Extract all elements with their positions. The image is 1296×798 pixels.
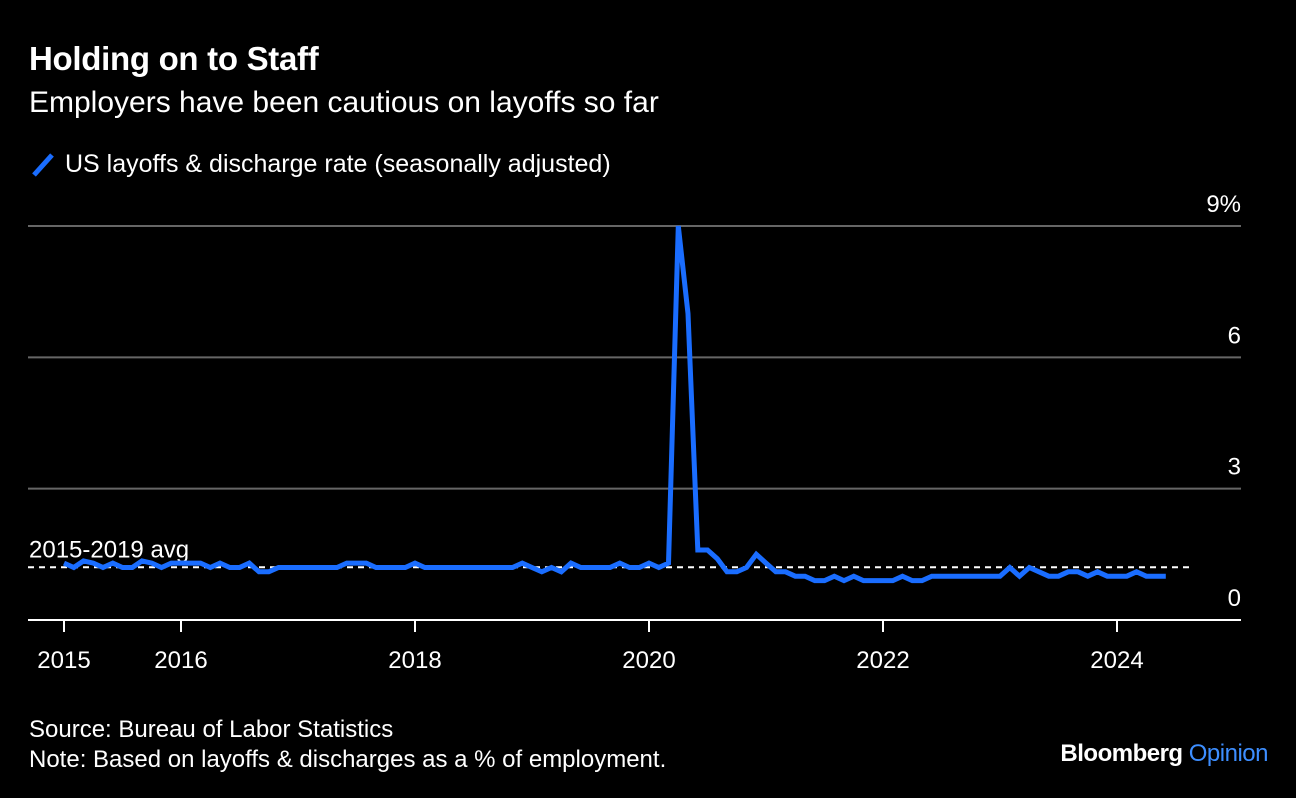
y-tick-label: 6 (1228, 322, 1241, 349)
source-note: Source: Bureau of Labor Statistics (29, 716, 394, 743)
chart-subtitle: Employers have been cautious on layoffs … (29, 86, 659, 119)
brand-logo: Bloomberg Opinion (1060, 740, 1268, 768)
brand-section: Opinion (1188, 740, 1269, 767)
legend: US layoffs & discharge rate (seasonally … (29, 147, 611, 181)
x-tick-label: 2016 (154, 647, 207, 674)
x-tick-label: 2022 (856, 647, 909, 674)
series-line (62, 225, 1166, 584)
y-tick-label: 9% (1206, 191, 1241, 218)
brand-name: Bloomberg (1060, 740, 1183, 767)
x-tick-label: 2015 (37, 647, 90, 674)
reference-line-label: 2015-2019 avg (29, 536, 189, 563)
y-tick-label: 3 (1228, 454, 1241, 481)
y-tick-label: 0 (1228, 585, 1241, 612)
chart-title: Holding on to Staff (29, 40, 319, 77)
x-tick-label: 2020 (622, 647, 675, 674)
legend-label: US layoffs & discharge rate (seasonally … (65, 149, 611, 178)
diagonal-line-icon (32, 153, 54, 177)
x-tick-label: 2024 (1090, 647, 1143, 674)
footer: Source: Bureau of Labor Statistics Note:… (29, 715, 666, 775)
methodology-note: Note: Based on layoffs & discharges as a… (29, 746, 667, 773)
x-tick-label: 2018 (388, 647, 441, 674)
